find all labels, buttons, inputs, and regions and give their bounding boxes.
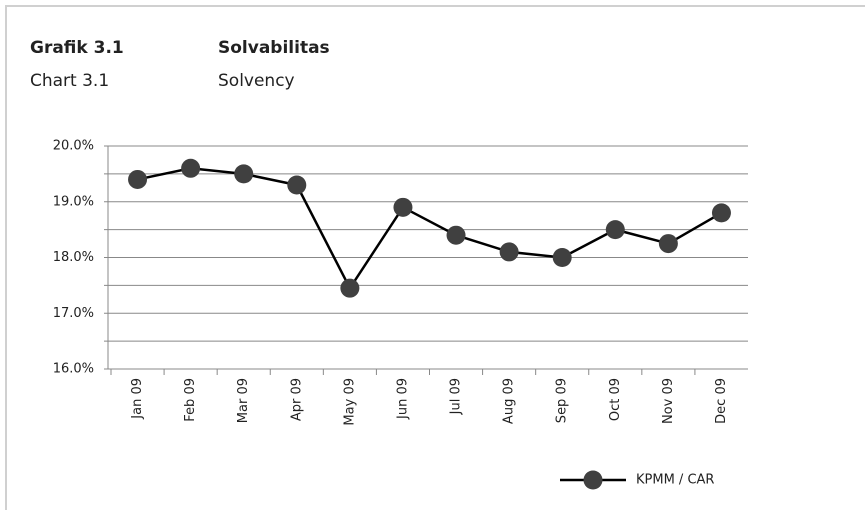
x-tick-label: Nov 09 <box>661 378 676 424</box>
y-tick-label: 18.0% <box>53 250 94 265</box>
point <box>552 248 572 267</box>
x-tick-label: Jan 09 <box>130 378 145 420</box>
x-tick-label: Jul 09 <box>449 378 464 415</box>
y-tick-label: 19.0% <box>53 194 94 209</box>
point <box>499 242 519 262</box>
point <box>711 203 731 223</box>
point <box>287 175 307 195</box>
point <box>340 278 360 298</box>
point <box>234 164 254 184</box>
chart-title-en: Solvency <box>218 71 295 91</box>
chart-label: Grafik 3.1 <box>30 38 124 58</box>
point <box>446 225 466 245</box>
x-tick-label: Aug 09 <box>502 378 517 424</box>
x-tick-label: Dec 09 <box>714 378 729 424</box>
point <box>181 158 201 178</box>
x-tick-label: Oct 09 <box>608 378 623 421</box>
chart-title: Solvabilitas <box>218 38 330 58</box>
x-tick-label: Mar 09 <box>236 378 251 423</box>
point <box>128 169 148 189</box>
x-tick-label: May 09 <box>342 378 357 426</box>
legend-marker <box>583 470 603 490</box>
point <box>605 220 625 240</box>
x-tick-label: Jun 09 <box>395 378 410 420</box>
point <box>658 234 678 254</box>
y-tick-label: 20.0% <box>53 139 94 154</box>
x-tick-label: Sep 09 <box>555 378 570 423</box>
legend-label: KPMM / CAR <box>636 473 714 488</box>
point <box>393 197 413 217</box>
x-tick-label: Apr 09 <box>289 378 304 421</box>
chart-label-en: Chart 3.1 <box>30 71 109 91</box>
y-tick-label: 17.0% <box>53 306 94 321</box>
y-tick-label: 16.0% <box>53 362 94 377</box>
x-tick-label: Feb 09 <box>183 378 198 422</box>
